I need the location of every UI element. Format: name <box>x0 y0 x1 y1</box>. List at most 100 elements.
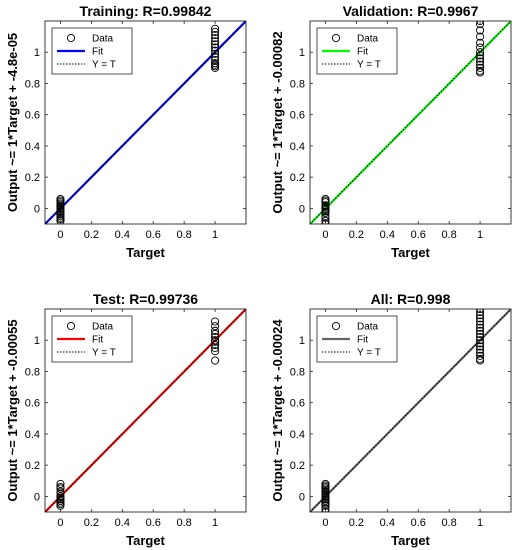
x-tick-label: 0 <box>57 229 63 241</box>
data-point <box>476 329 485 339</box>
x-axis-label: Target <box>126 533 165 548</box>
y-tick-label: 1 <box>299 335 305 347</box>
legend-data-marker <box>331 321 341 331</box>
axes-frame <box>309 308 512 513</box>
y-tick-label: 0.8 <box>290 78 305 90</box>
data-point <box>476 21 485 26</box>
data-point <box>476 351 485 360</box>
y-tick-label: 0.8 <box>25 78 40 90</box>
data-point <box>476 63 485 72</box>
x-tick-label: 0.2 <box>84 229 99 241</box>
legend-entry-label: Data <box>357 322 379 333</box>
y-tick-label: 0.6 <box>25 398 40 410</box>
x-tick-label: 1 <box>212 517 218 529</box>
data-point <box>211 356 220 365</box>
data-point <box>476 48 485 57</box>
y-tick-label: 0.2 <box>290 460 305 472</box>
legend-entry-label: Fit <box>357 47 368 58</box>
x-tick-label: 0.2 <box>349 517 364 529</box>
axes-frame <box>309 20 512 225</box>
chart-title: Validation: R=0.9967 <box>343 3 479 19</box>
data-point <box>476 314 485 323</box>
identity-line <box>45 21 246 224</box>
data-point <box>476 309 485 317</box>
axes-frame <box>44 308 247 513</box>
data-point <box>56 489 65 498</box>
legend-entry-label: Y = T <box>92 348 116 359</box>
legend-entry-label: Fit <box>92 47 103 58</box>
legend-entry-label: Y = T <box>92 60 116 71</box>
x-tick-label: 1 <box>212 229 218 241</box>
y-tick-label: 1 <box>299 47 305 59</box>
x-tick-label: 0 <box>322 229 328 241</box>
data-point <box>211 333 220 342</box>
legend-data-marker <box>66 321 76 331</box>
data-point <box>211 347 220 356</box>
data-point <box>476 21 485 29</box>
data-point <box>211 34 220 43</box>
data-point <box>476 333 485 342</box>
legend-entry-label: Data <box>92 322 114 333</box>
data-point <box>476 32 485 41</box>
legend: Data Fit Y = T <box>316 27 398 75</box>
y-tick-label: 0 <box>34 491 40 503</box>
data-point <box>476 60 485 69</box>
y-axis-label: Output ~= 1*Target + -0.00055 <box>5 319 20 501</box>
data-point <box>211 43 220 52</box>
y-axis-label: Output ~= 1*Target + -0.00082 <box>270 31 285 213</box>
y-tick-label: 0.6 <box>290 110 305 122</box>
data-point <box>321 198 330 207</box>
data-point <box>56 479 65 488</box>
data-point <box>476 309 485 314</box>
data-point <box>211 27 220 36</box>
x-tick-label: 0.4 <box>115 229 130 241</box>
x-tick-label: 0 <box>322 517 328 529</box>
data-point <box>476 54 485 63</box>
data-point <box>321 504 330 512</box>
plot-content <box>45 309 246 512</box>
data-point <box>476 43 485 52</box>
y-tick-label: 0.8 <box>290 366 305 378</box>
x-tick-label: 0.2 <box>84 517 99 529</box>
y-tick-label: 0.2 <box>25 460 40 472</box>
y-tick-label: 0.4 <box>25 141 40 153</box>
data-point <box>476 345 485 354</box>
data-point <box>476 26 485 35</box>
legend: Data Fit Y = T <box>51 27 133 75</box>
y-tick-label: 0.4 <box>25 429 40 441</box>
data-point <box>476 348 485 357</box>
x-tick-label: 0.8 <box>442 517 457 529</box>
data-point <box>211 37 220 46</box>
x-tick-label: 1 <box>477 517 483 529</box>
y-tick-label: 1 <box>34 47 40 59</box>
chart-panel-4: 0 0.2 0.4 0.6 0.8 1 0 0.2 0.4 0.6 0.8 1 All: R=0.998… <box>270 291 512 548</box>
y-axis-label: Output ~= 1*Target + -0.00024 <box>270 319 285 502</box>
data-point <box>476 57 485 66</box>
data-point <box>211 31 220 40</box>
data-point <box>476 317 485 326</box>
data-point <box>211 326 220 335</box>
x-tick-label: 0.8 <box>442 229 457 241</box>
y-tick-label: 0 <box>299 203 305 215</box>
y-tick-label: 1 <box>34 335 40 347</box>
data-point <box>211 49 220 58</box>
legend-entry-label: Fit <box>92 335 103 346</box>
data-point <box>211 63 220 72</box>
legend-entry-label: Data <box>92 34 114 45</box>
chart-title: All: R=0.998 <box>371 291 451 307</box>
x-tick-label: 0.6 <box>146 517 161 529</box>
data-point <box>476 51 485 60</box>
legend-entry-label: Data <box>357 34 379 45</box>
data-point <box>211 55 220 65</box>
data-point <box>56 484 65 493</box>
data-point <box>211 24 220 33</box>
x-tick-label: 1 <box>477 229 483 241</box>
x-tick-label: 0.6 <box>411 229 426 241</box>
x-tick-label: 0.4 <box>115 517 130 529</box>
chart-title: Training: R=0.99842 <box>80 3 212 19</box>
data-point <box>476 342 485 351</box>
chart-title: Test: R=0.99736 <box>93 291 198 307</box>
data-point <box>211 343 220 353</box>
data-point <box>476 336 485 345</box>
